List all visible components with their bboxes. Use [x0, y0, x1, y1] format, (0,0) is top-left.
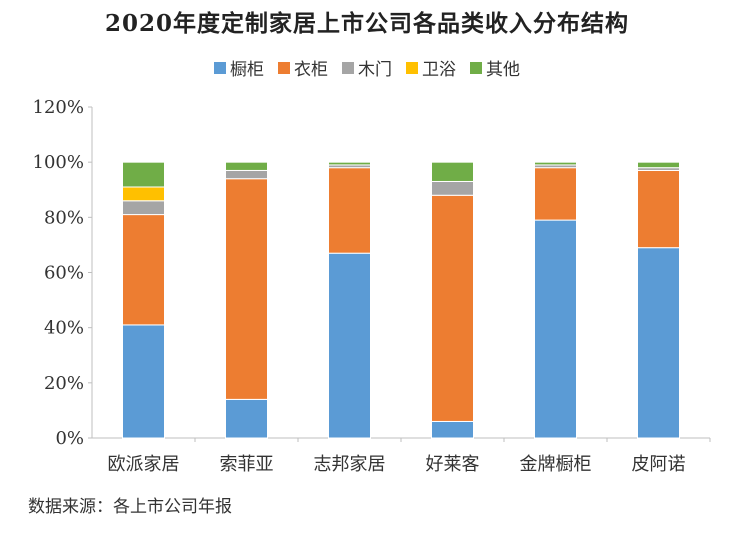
bar-segment	[431, 161, 474, 182]
y-tick-label: 60%	[44, 263, 84, 284]
bar-segment	[431, 180, 474, 196]
y-tick-label: 40%	[44, 318, 84, 339]
legend-label: 橱柜	[230, 60, 264, 80]
x-tick-label: 金牌橱柜	[520, 454, 592, 475]
chart-title: 2020年度定制家居上市公司各品类收入分布结构	[104, 10, 629, 37]
bar-segment	[637, 247, 680, 439]
bar-segment	[225, 169, 268, 180]
legend-item: 木门	[342, 55, 392, 80]
y-tick-label: 20%	[44, 373, 84, 394]
legend-swatch	[214, 61, 226, 74]
bar-segment	[225, 398, 268, 439]
legend-swatch	[342, 61, 354, 74]
legend-label: 其他	[486, 60, 520, 80]
x-tick-label: 索菲亚	[220, 454, 274, 475]
y-tick-label: 0%	[55, 428, 84, 449]
bar-segment	[328, 252, 371, 439]
bar-segment	[534, 219, 577, 439]
y-tick-label: 120%	[33, 97, 84, 118]
x-tick-label: 志邦家居	[314, 454, 386, 475]
bar-segment	[431, 194, 474, 422]
legend-swatch	[406, 61, 418, 74]
legend-item: 衣柜	[278, 55, 328, 80]
legend-label: 木门	[358, 60, 392, 80]
bar-segment	[122, 324, 165, 439]
y-tick-label: 80%	[44, 207, 84, 228]
bar-segment	[225, 161, 268, 171]
legend-swatch	[470, 61, 482, 74]
bar-segment	[534, 167, 577, 221]
legend-item: 其他	[470, 55, 520, 80]
bar-segment	[637, 161, 680, 169]
bar-segment	[122, 161, 165, 188]
legend-label: 卫浴	[422, 60, 456, 80]
bar-segment	[328, 161, 371, 166]
bar-segment	[225, 178, 268, 400]
bar-segment	[534, 161, 577, 166]
bar-segment	[122, 200, 165, 216]
bar-segment	[431, 420, 474, 439]
bar-segment	[637, 169, 680, 249]
x-tick-label: 欧派家居	[108, 454, 180, 475]
x-tick-label: 好莱客	[426, 454, 480, 475]
chart-legend: 橱柜 衣柜 木门 卫浴 其他	[0, 55, 734, 80]
bar-segment	[122, 186, 165, 202]
bar-segment	[328, 167, 371, 254]
legend-item: 橱柜	[214, 55, 264, 80]
legend-swatch	[278, 61, 290, 74]
legend-label: 衣柜	[294, 60, 328, 80]
x-tick-label: 皮阿诺	[632, 454, 686, 475]
legend-item: 卫浴	[406, 55, 456, 80]
bar-segment	[122, 214, 165, 326]
y-tick-label: 100%	[33, 152, 84, 173]
source-note: 数据来源：各上市公司年报	[28, 497, 232, 517]
